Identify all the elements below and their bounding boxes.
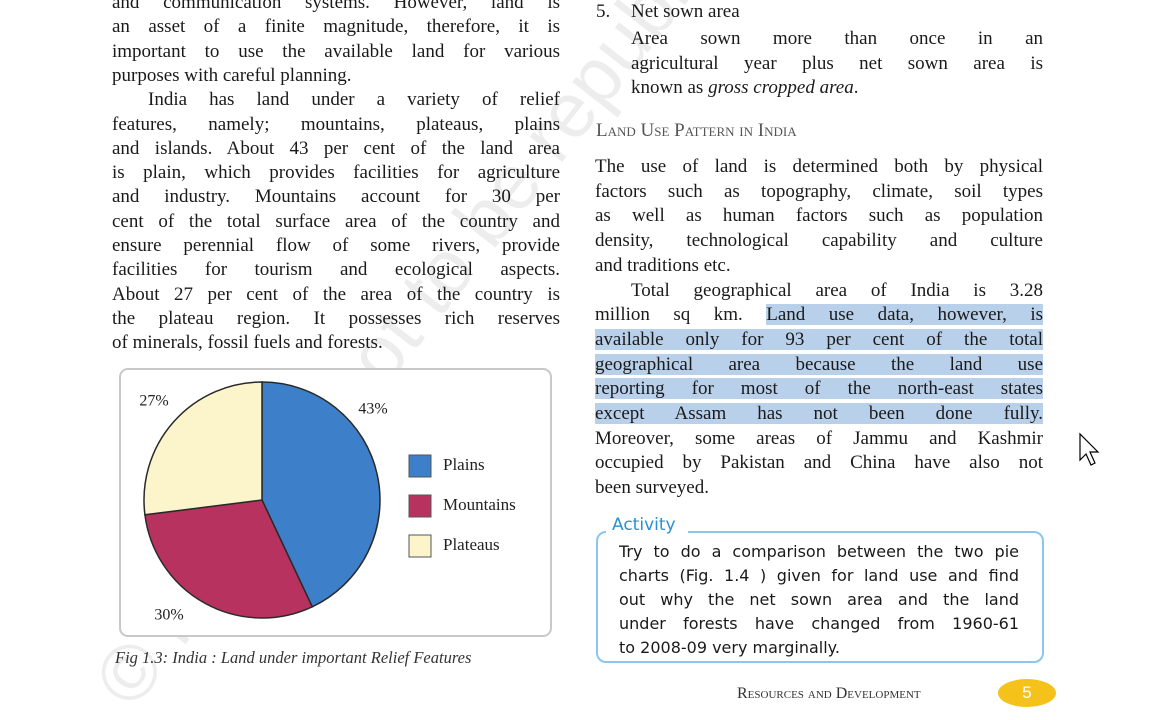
section-heading: Land Use Pattern in India <box>596 120 797 141</box>
legend-label: Plateaus <box>443 535 500 554</box>
text-line: features, namely; mountains, plateaus, p… <box>112 113 560 135</box>
slice-label: 43% <box>358 401 387 418</box>
text-line: charts (Fig. 1.4 ) given for land use an… <box>619 566 1019 585</box>
text-line: About 27 per cent of the area of the cou… <box>112 283 560 305</box>
text-line: to 2008-09 very marginally. <box>619 638 840 657</box>
mouse-cursor <box>1079 432 1100 466</box>
page-number-badge <box>998 679 1056 707</box>
pie-slice <box>144 499 314 619</box>
text-line: under forests have changed from 1960-61 <box>619 614 1019 633</box>
list-title: Net sown area <box>631 1 740 22</box>
text-line: agricultural year plus net sown area is <box>631 52 1043 74</box>
text-line: as well as human factors such as populat… <box>595 205 1043 227</box>
text-line: India has land under a variety of relief <box>148 89 560 111</box>
text-line: Moreover, some areas of Jammu and Kashmi… <box>595 427 1043 449</box>
text-span: million sq km. <box>595 304 767 326</box>
text-span: . <box>853 77 859 98</box>
italic-text: gross cropped area <box>708 77 854 98</box>
slice-label: 27% <box>139 393 168 410</box>
text-line: Try to do a comparison between the two p… <box>619 542 1019 561</box>
text-line: out why the net sown area and the land <box>619 590 1019 609</box>
pie-chart: 43% 30% 27% Plains Mountains Plateaus <box>139 381 516 624</box>
legend-swatch <box>408 454 432 478</box>
text-line: of minerals, fossil fuels and forests. <box>112 332 383 354</box>
running-title: Resources and Development <box>737 685 921 702</box>
figure-caption: Fig 1.3: India : Land under important Re… <box>115 648 472 667</box>
text-line: purposes with careful planning. <box>112 64 352 86</box>
text-line: except Assam has not been done fully. <box>595 402 1043 426</box>
text-line: reporting for most of the north-east sta… <box>595 377 1043 401</box>
highlighted-text: except Assam has not been done fully. <box>595 403 1043 424</box>
text-line: and islands. About 43 per cent of the la… <box>112 137 560 159</box>
text-line: and communication systems. However, land… <box>112 0 560 13</box>
legend-label: Mountains <box>443 495 516 514</box>
text-line: factors such as topography, climate, soi… <box>595 180 1043 202</box>
text-line: and industry. Mountains account for 30 p… <box>112 186 560 208</box>
text-line: the plateau region. It possesses rich re… <box>112 307 560 329</box>
text-line: cent of the total surface area of the co… <box>112 210 560 232</box>
text-line: is plain, which provides facilities for … <box>112 162 560 184</box>
text-line: facilities for tourism and ecological as… <box>112 259 560 281</box>
pie-slice <box>143 381 263 516</box>
list-number: 5. <box>596 1 611 22</box>
activity-box <box>596 531 1044 663</box>
activity-title-bg <box>606 514 688 536</box>
text-line: The use of land is determined both by ph… <box>595 156 1043 177</box>
text-line: and traditions etc. <box>595 254 731 276</box>
highlighted-text: reporting for most of the north-east sta… <box>595 378 1043 400</box>
text-line: Area sown more than once in an <box>631 28 1043 49</box>
text-line: density, technological capability and cu… <box>595 230 1043 252</box>
text-line: geographical area because the land use <box>595 353 1043 377</box>
highlighted-text: geographical area because the land use <box>595 353 1043 375</box>
activity-title: Activity <box>612 515 676 535</box>
legend-label: Plains <box>443 455 485 474</box>
legend-swatch <box>408 534 432 558</box>
text-line: an asset of a finite magnitude, therefor… <box>112 16 560 38</box>
text-line: known as gross cropped area. <box>631 76 1043 100</box>
text-line: been surveyed. <box>595 477 709 499</box>
text-line: important to use the available land for … <box>112 40 560 62</box>
text-line: occupied by Pakistan and China have also… <box>595 452 1043 474</box>
highlighted-text: available only for 93 per cent of the to… <box>595 328 1043 350</box>
legend-swatch <box>408 494 432 518</box>
text-line: ensure perennial flow of some rivers, pr… <box>112 235 560 256</box>
highlighted-text: Land use data, however, is <box>766 304 1043 326</box>
pie-slice <box>261 381 381 608</box>
text-line: million sq km. Land use data, however, i… <box>595 303 1043 327</box>
text-line: available only for 93 per cent of the to… <box>595 328 1043 352</box>
text-span: known as <box>631 77 709 98</box>
page-number: 5 <box>1022 683 1032 702</box>
text-line: Total geographical area of India is 3.28 <box>631 279 1043 301</box>
slice-label: 30% <box>154 607 183 624</box>
